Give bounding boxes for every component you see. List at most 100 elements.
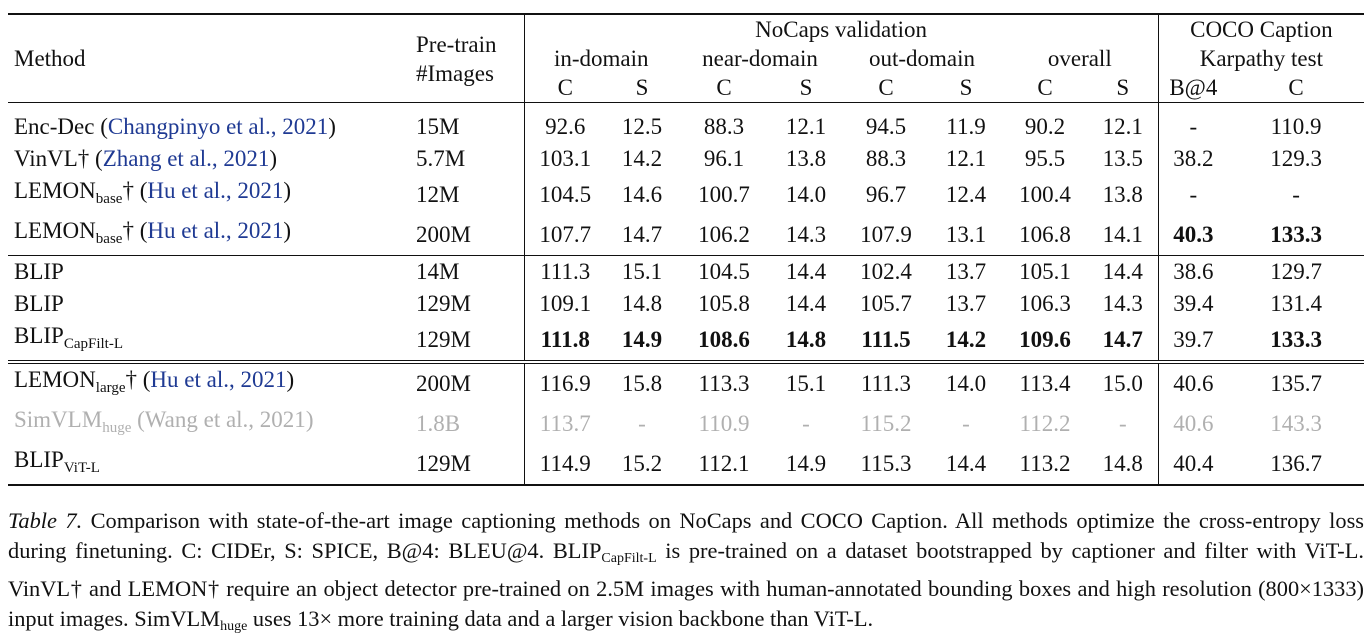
caption-text-1: Comparison with state-of-the-art image c… [8, 508, 1365, 563]
table-row: BLIPCapFilt-L 129M 111.8 14.9 108.6 14.8 111.5… [8, 320, 1364, 362]
method-name: BLIP [14, 259, 64, 284]
score-cell-near-domain-c: 110.9 [698, 411, 750, 436]
method-cell: LEMONlarge† (Hu et al., 2021) [8, 360, 412, 404]
score-cell-coco-c: 110.9 [1228, 102, 1365, 143]
score-cell-coco-c: 131.4 [1270, 291, 1322, 316]
score-cell-coco-b4: 39.7 [1157, 320, 1229, 362]
score-cell-overall-c: 90.2 [1002, 102, 1088, 143]
method-name: LEMON [14, 218, 96, 243]
method-cell: VinVL† (Zhang et al., 2021) [14, 146, 278, 171]
method-subscript: large [95, 380, 126, 396]
score-cell-coco-b4: 40.6 [1157, 360, 1229, 404]
table-row: LEMONlarge† (Hu et al., 2021) 200M 116.9 15… [8, 360, 1365, 404]
pretrain-header-line2: #Images [416, 60, 494, 86]
score-cell-coco-c: 135.7 [1228, 360, 1365, 404]
method-cell: BLIPViT-L [8, 444, 412, 486]
score-cell-coco-c: 133.3 [1270, 222, 1322, 247]
overall-header: overall [1047, 46, 1112, 71]
caption-label: Table 7. [8, 508, 83, 533]
score-cell-out-domain-s: 13.1 [945, 222, 987, 247]
dagger-mark: † [77, 146, 90, 171]
method-subscript: huge [102, 420, 132, 436]
citation-link[interactable]: Wang et al., 2021 [144, 407, 306, 432]
score-cell-out-domain-s: 14.0 [930, 360, 1002, 404]
score-cell-coco-b4: - [1157, 102, 1229, 143]
pretrain-header: Pre-train #Images [412, 14, 524, 103]
citation-link[interactable]: Hu et al., 2021 [147, 218, 284, 243]
score-cell-in-domain-s: 14.7 [621, 222, 663, 247]
score-cell-overall-c: 105.1 [1002, 255, 1088, 288]
score-cell-coco-b4: 38.6 [1157, 255, 1229, 288]
metric-header-s: S [635, 75, 649, 100]
score-cell-coco-b4: - [1157, 175, 1229, 215]
method-cell: SimVLMhuge (Wang et al., 2021) [14, 407, 314, 436]
score-cell-coco-b4: 40.3 [1157, 215, 1229, 256]
score-cell-coco-c: - [1292, 182, 1300, 207]
captioning-results-table: Method Pre-train #Images NoCaps validati… [8, 13, 1365, 486]
score-cell-near-domain-c: 106.2 [698, 222, 750, 247]
score-cell-in-domain-s: 15.8 [606, 360, 678, 404]
citation-link[interactable]: Hu et al., 2021 [150, 367, 287, 392]
score-cell-in-domain-s: 14.6 [621, 182, 663, 207]
score-cell-in-domain-c: 114.9 [523, 444, 606, 486]
score-cell-overall-s: - [1118, 411, 1127, 436]
method-cell: BLIP [8, 288, 412, 320]
score-cell-in-domain-c: 104.5 [523, 175, 606, 215]
table-row: LEMONbase† (Hu et al., 2021) 200M 107.7 14.… [8, 215, 1364, 256]
score-cell-near-domain-s: - [802, 411, 810, 436]
score-cell-out-domain-c: 107.9 [860, 222, 912, 247]
score-cell-out-domain-s: 14.4 [930, 444, 1002, 486]
table-row: SimVLMhuge (Wang et al., 2021) 1.8B 113.7 -… [8, 404, 1364, 444]
method-subscript: base [95, 231, 123, 247]
score-cell-coco-c: 129.3 [1270, 146, 1322, 171]
method-subscript: base [95, 191, 123, 207]
metric-header-c: C [1288, 75, 1304, 100]
method-cell: BLIP [8, 255, 412, 288]
metric-header-s: S [959, 75, 973, 100]
pretrain-images-cell: 14M [412, 255, 524, 288]
method-name: BLIP [14, 323, 64, 348]
citation-link[interactable]: Hu et al., 2021 [147, 178, 284, 203]
caption-text-3: uses 13× more training data and a larger… [247, 606, 874, 631]
metric-header-s: S [799, 75, 813, 100]
table-row: Enc-Dec (Changpinyo et al., 2021) 15M 92.6… [8, 102, 1365, 143]
method-name: BLIP [14, 291, 64, 316]
score-cell-near-domain-s: 14.8 [785, 327, 827, 352]
method-name: Enc-Dec [14, 114, 95, 139]
caption-text-2: is pre-trained on a dataset bootstrapped… [8, 538, 1364, 631]
score-cell-overall-s: 14.7 [1102, 327, 1143, 352]
score-cell-overall-c: 106.8 [1019, 222, 1071, 247]
score-cell-out-domain-s: - [962, 411, 970, 436]
score-cell-near-domain-s: 14.3 [785, 222, 827, 247]
citation-link[interactable]: Changpinyo et al., 2021 [107, 114, 329, 139]
score-cell-coco-b4: 40.6 [1157, 404, 1229, 444]
citation-link[interactable]: Zhang et al., 2021 [102, 146, 270, 171]
score-cell-overall-s: 12.1 [1088, 102, 1159, 143]
table-body: Enc-Dec (Changpinyo et al., 2021) 15M 92.6… [8, 102, 1365, 486]
results-table-container: Method Pre-train #Images NoCaps validati… [8, 13, 1365, 486]
score-cell-near-domain-s: 12.1 [770, 102, 842, 143]
score-cell-out-domain-c: 102.4 [842, 255, 930, 288]
nocaps-header: NoCaps validation [523, 14, 1159, 44]
score-cell-near-domain-c: 112.1 [678, 444, 770, 486]
score-cell-in-domain-c: 111.8 [523, 320, 606, 362]
score-cell-coco-c: 143.3 [1270, 411, 1322, 436]
score-cell-out-domain-s: 13.7 [930, 255, 1002, 288]
table-row: BLIP 14M 111.3 15.1 104.5 14.4 102.4 13.7 105.1 1… [8, 255, 1365, 288]
score-cell-out-domain-s: 12.4 [945, 182, 987, 207]
score-cell-near-domain-s: 15.1 [770, 360, 842, 404]
pretrain-images-cell: 15M [412, 102, 524, 143]
score-cell-overall-s: 13.5 [1102, 146, 1143, 171]
score-cell-overall-s: 15.0 [1088, 360, 1159, 404]
pretrain-images-cell: 129M [416, 291, 471, 316]
score-cell-overall-c: 95.5 [1024, 146, 1066, 171]
table-row: BLIPViT-L 129M 114.9 15.2 112.1 14.9 115.3 14.4… [8, 444, 1365, 486]
score-cell-in-domain-s: 15.2 [606, 444, 678, 486]
score-cell-in-domain-s: 12.5 [606, 102, 678, 143]
score-cell-in-domain-c: 109.1 [523, 288, 606, 320]
score-cell-out-domain-c: 111.5 [861, 327, 911, 352]
table-caption: Table 7. Comparison with state-of-the-ar… [8, 506, 1364, 642]
score-cell-coco-c: 133.3 [1270, 327, 1322, 352]
method-cell: LEMONbase† (Hu et al., 2021) [14, 218, 292, 247]
dagger-mark: † [122, 178, 134, 203]
